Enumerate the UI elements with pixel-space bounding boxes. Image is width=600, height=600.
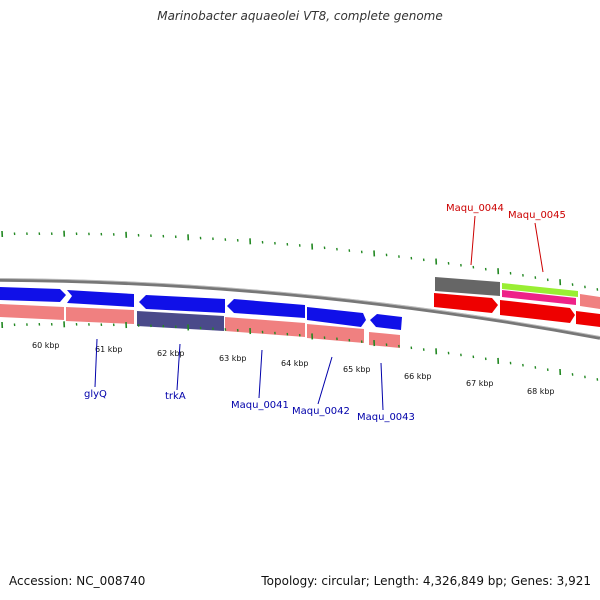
scale-label-65: 65 kbp xyxy=(343,365,371,374)
gene-forward-2[interactable] xyxy=(67,290,134,307)
gene-forward-4[interactable] xyxy=(227,299,305,318)
gene-reverse-trkA[interactable] xyxy=(137,311,224,331)
gene-maqu-0044[interactable] xyxy=(435,277,500,296)
lower-tick-track xyxy=(1,321,599,381)
gene-label-maqu-0045[interactable]: Maqu_0045 xyxy=(508,210,566,221)
gene-right-grey-edge[interactable] xyxy=(580,294,600,309)
gene-maqu-0045-top[interactable] xyxy=(502,283,578,297)
scale-labels: 60 kbp 61 kbp 62 kbp 63 kbp 64 kbp 65 kb… xyxy=(32,341,555,396)
gene-label-maqu-0041[interactable]: Maqu_0041 xyxy=(231,400,289,411)
scale-label-66: 66 kbp xyxy=(404,372,432,381)
gene-label-glyQ[interactable]: glyQ xyxy=(84,389,107,400)
gene-forward-6[interactable] xyxy=(370,314,402,330)
leader-glyQ xyxy=(94,338,98,388)
upper-tick-track xyxy=(1,230,599,291)
gene-labels: glyQ trkA Maqu_0041 Maqu_0042 Maqu_0043 … xyxy=(84,203,566,423)
gene-red-3[interactable] xyxy=(576,311,600,327)
gene-label-maqu-0043[interactable]: Maqu_0043 xyxy=(357,412,415,423)
leader-maqu-0041 xyxy=(258,349,263,399)
genome-backbone xyxy=(0,278,600,340)
leader-maqu-0042 xyxy=(317,356,333,405)
gene-label-maqu-0042[interactable]: Maqu_0042 xyxy=(292,406,350,417)
gene-forward-3[interactable] xyxy=(139,295,225,313)
gene-reverse-3[interactable] xyxy=(225,317,305,337)
scale-label-64: 64 kbp xyxy=(281,359,309,368)
leader-maqu-0045 xyxy=(534,222,544,273)
accession-text: Accession: NC_008740 xyxy=(9,574,146,588)
label-leaders xyxy=(94,215,544,411)
gene-red-2[interactable] xyxy=(500,300,575,323)
gene-reverse-4[interactable] xyxy=(307,324,364,343)
scale-label-68: 68 kbp xyxy=(527,387,555,396)
genome-backbone-highlight xyxy=(0,278,600,337)
leader-maqu-0044 xyxy=(470,215,476,266)
scale-label-67: 67 kbp xyxy=(466,379,494,388)
scale-label-60: 60 kbp xyxy=(32,341,60,350)
topology-text: Topology: circular; Length: 4,326,849 bp… xyxy=(261,574,591,588)
gene-forward-1[interactable] xyxy=(0,287,66,302)
gene-reverse-1[interactable] xyxy=(0,304,64,320)
gene-label-trkA[interactable]: trkA xyxy=(165,391,186,402)
leader-maqu-0043 xyxy=(380,362,384,411)
gene-reverse-5[interactable] xyxy=(369,332,400,348)
map-title: Marinobacter aquaeolei VT8, complete gen… xyxy=(157,9,443,23)
scale-label-62: 62 kbp xyxy=(157,349,185,358)
scale-label-61: 61 kbp xyxy=(95,345,123,354)
gene-reverse-2[interactable] xyxy=(66,307,134,324)
gene-maqu-0045-mid[interactable] xyxy=(502,290,576,305)
gene-red-1[interactable] xyxy=(434,293,498,313)
leader-trkA xyxy=(176,343,181,391)
gene-label-maqu-0044[interactable]: Maqu_0044 xyxy=(446,203,504,214)
scale-label-63: 63 kbp xyxy=(219,354,247,363)
gene-forward-5[interactable] xyxy=(307,307,366,327)
